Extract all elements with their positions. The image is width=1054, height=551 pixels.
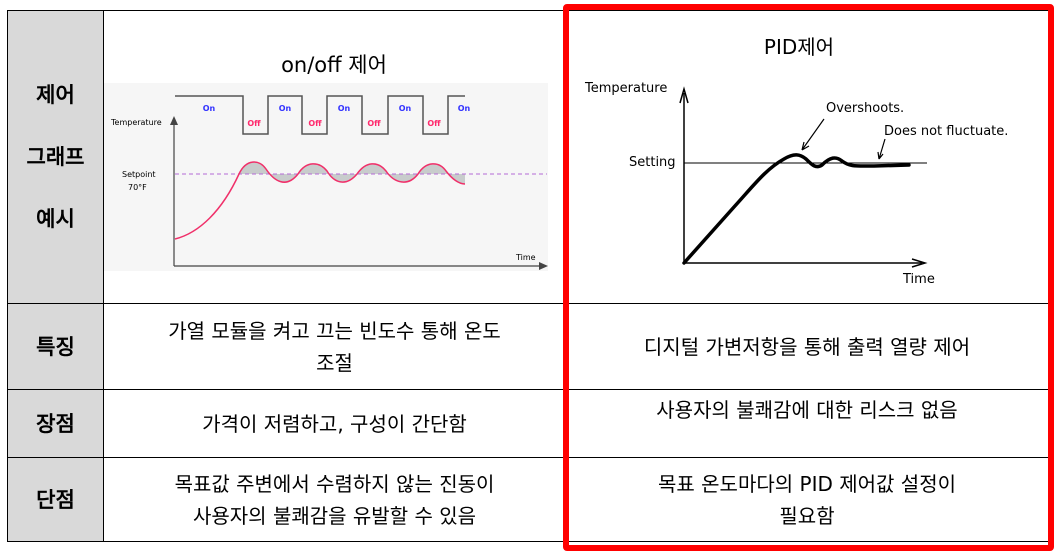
onoff-title: on/off 제어 <box>281 53 387 77</box>
overshoot-arrow-icon <box>801 118 825 151</box>
row-label-pros: 장점 <box>7 389 104 458</box>
pid-pros: 사용자의 불쾌감에 대한 리스크 없음 <box>565 389 1049 458</box>
onoff-pros: 가격이 저렴하고, 구성이 간단함 <box>103 389 566 458</box>
y-axis-arrow-icon <box>679 86 689 104</box>
onoff-graph: on/off 제어 On Off On Off On Off On Off On <box>104 53 548 271</box>
stable-arrow-icon <box>877 138 886 160</box>
setpoint-value: 70°F <box>128 183 147 192</box>
off-label: Off <box>308 119 322 128</box>
onoff-square-wave <box>175 95 465 135</box>
label-line: 제어 <box>36 83 75 107</box>
label-line: 그래프 <box>26 145 85 169</box>
y-axis-label: Temperature <box>584 81 667 96</box>
y-axis-label: Temperature <box>110 118 162 127</box>
text-line: 사용자의 불쾌감을 유발할 수 있음 <box>192 503 477 528</box>
text-line: 목표 온도마다의 PID 제어값 설정이 <box>658 471 956 496</box>
pid-graph: PID제어 Temperature Setting Overshoots. Do… <box>584 35 1008 287</box>
text-line: 가열 모듈을 켜고 끄는 빈도수 통해 온도 <box>168 318 501 343</box>
off-label: Off <box>247 119 261 128</box>
setpoint-label: Setpoint <box>122 170 156 179</box>
row-label-features: 특징 <box>7 303 104 390</box>
comparison-table: 제어 그래프 예시 on/off 제어 On Off On Off On Off… <box>7 10 1049 542</box>
temperature-curve <box>174 161 466 240</box>
off-label: Off <box>427 119 441 128</box>
on-label: On <box>203 104 216 113</box>
graph-background <box>104 83 548 271</box>
oscillation-fill <box>239 162 465 184</box>
onoff-cons: 목표값 주변에서 수렴하지 않는 진동이 사용자의 불쾌감을 유발할 수 있음 <box>103 457 566 542</box>
pid-features: 디지털 가변저항을 통해 출력 열량 제어 <box>565 303 1049 390</box>
pid-title: PID제어 <box>764 35 834 59</box>
overshoot-annotation: Overshoots. <box>826 101 904 116</box>
onoff-graph-cell: on/off 제어 On Off On Off On Off On Off On <box>103 10 566 304</box>
label-line: 예시 <box>36 207 75 231</box>
onoff-features: 가열 모듈을 켜고 끄는 빈도수 통해 온도 조절 <box>103 303 566 390</box>
text-line: 조절 <box>316 350 353 375</box>
text-line: 목표값 주변에서 수렴하지 않는 진동이 <box>174 471 495 496</box>
temperature-curve <box>682 153 911 265</box>
pid-cons: 목표 온도마다의 PID 제어값 설정이 필요함 <box>565 457 1049 542</box>
on-label: On <box>279 104 292 113</box>
stable-annotation: Does not fluctuate. <box>884 124 1008 139</box>
row-label-graph: 제어 그래프 예시 <box>7 10 104 304</box>
x-axis-arrow-icon <box>911 258 928 268</box>
on-label: On <box>399 104 412 113</box>
text-line: 필요함 <box>779 503 835 528</box>
on-label: On <box>338 104 351 113</box>
x-axis-label: Time <box>515 253 536 262</box>
row-label-cons: 단점 <box>7 457 104 542</box>
setting-label: Setting <box>629 155 676 170</box>
y-axis-arrow-icon <box>170 116 178 125</box>
on-label: On <box>458 104 471 113</box>
off-label: Off <box>367 119 381 128</box>
x-axis-label: Time <box>902 272 935 287</box>
pid-graph-cell: PID제어 Temperature Setting Overshoots. Do… <box>565 10 1049 304</box>
x-axis-arrow-icon <box>539 262 548 270</box>
